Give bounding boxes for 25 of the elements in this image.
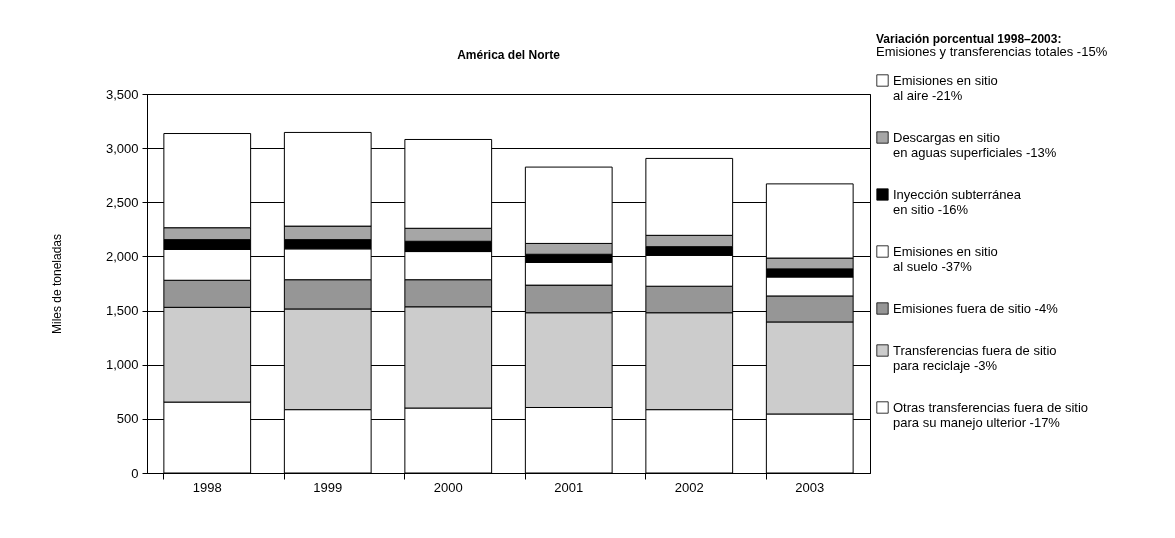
legend-label: Otras transferencias fuera de sitio para su manejo ulterior -17% [893, 399, 1089, 430]
y-tick-label: 1,500 [105, 303, 139, 319]
y-tick-label: 0 [131, 465, 139, 481]
x-tick-label: 1998 [192, 479, 222, 495]
chart-title: América del Norte [457, 48, 561, 62]
legend-title: Variación porcentual 1998–2003: [876, 32, 1062, 46]
legend-label: Transferencias fuera de sitio para reciclaje -3% [893, 342, 1057, 373]
legend-label: Emisiones en sitio al aire -21% [893, 72, 998, 103]
x-tick-label: 2000 [433, 479, 463, 495]
x-tick-label: 2001 [554, 479, 584, 495]
y-tick-label: 2,500 [105, 194, 139, 210]
y-tick-label: 2,000 [105, 248, 139, 264]
x-tick-label: 2002 [674, 479, 704, 495]
y-tick-label: 3,000 [105, 140, 139, 156]
y-axis-title: Miles de toneladas [49, 233, 64, 335]
y-tick-label: 1,000 [105, 357, 139, 373]
x-tick-label: 2003 [795, 479, 825, 495]
legend-label: Descargas en sitio en aguas superficiales -13% [893, 129, 1057, 160]
y-tick-label: 500 [116, 411, 139, 427]
legend-label: Emisiones fuera de sitio -4% [893, 300, 1059, 316]
x-tick-label: 1999 [313, 479, 343, 495]
text: Emisiones y transferencias totales -15% [876, 44, 1108, 59]
y-tick-label: 3,500 [105, 86, 139, 102]
legend-label: Inyección subterránea en sitio -16% [893, 186, 1022, 217]
legend-label: Emisiones en sitio al suelo -37% [893, 243, 998, 274]
